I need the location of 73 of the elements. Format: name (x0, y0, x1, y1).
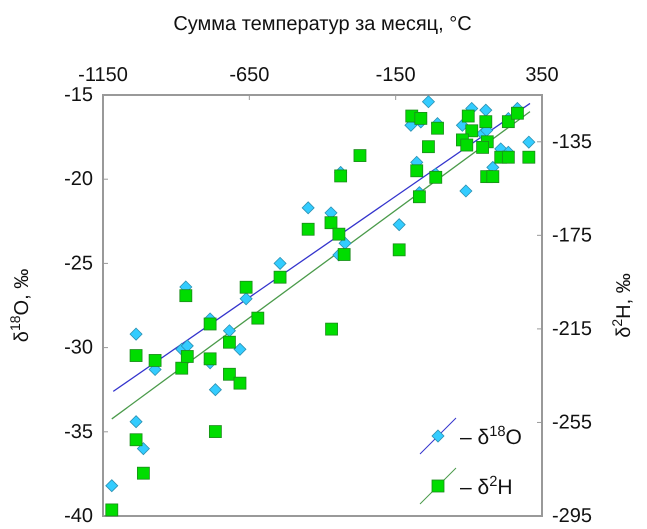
point (302, 222, 315, 236)
point (522, 136, 536, 149)
y-tick-label: -30 (64, 336, 93, 359)
point (431, 122, 444, 135)
point (324, 216, 338, 230)
point (223, 368, 236, 381)
point (502, 150, 515, 164)
point (130, 349, 142, 362)
point (234, 376, 246, 390)
point (208, 425, 222, 438)
point (511, 106, 524, 120)
point (429, 170, 442, 184)
point (148, 354, 162, 367)
point (180, 350, 194, 363)
point (412, 190, 426, 204)
point (223, 324, 236, 338)
point (204, 352, 217, 366)
point (422, 140, 435, 154)
x-axis-title: Сумма температур за месяц, °C (173, 13, 472, 35)
point (180, 340, 194, 352)
point (392, 218, 406, 232)
point (136, 466, 150, 480)
legend-label: – δ$^{18}$O (460, 424, 522, 449)
point (136, 442, 150, 456)
point (486, 170, 500, 184)
y2-tick-label: -135 (552, 130, 592, 153)
y-tick-label: -15 (64, 84, 93, 106)
y2-tick-label: -255 (552, 411, 592, 434)
point (130, 415, 142, 428)
point (422, 95, 435, 108)
point (274, 257, 286, 270)
point (105, 504, 118, 516)
point (175, 362, 188, 375)
point (479, 104, 492, 117)
x-tick-label: -1150 (78, 64, 128, 86)
x-tick-label: -650 (229, 64, 270, 86)
point (332, 228, 346, 241)
point (130, 328, 142, 341)
y-tick-label: -20 (64, 168, 93, 190)
point (462, 110, 475, 122)
point (179, 289, 192, 302)
point (240, 280, 253, 294)
point (204, 318, 217, 330)
point (302, 201, 315, 214)
point (354, 149, 366, 162)
x-tick-label: -150 (376, 64, 416, 86)
point (325, 322, 338, 336)
point (522, 150, 536, 164)
point (479, 115, 492, 128)
point (240, 292, 253, 306)
point (410, 164, 424, 178)
point (208, 383, 222, 396)
legend-label: – δ$^{2}$H (460, 474, 513, 499)
point (105, 479, 118, 492)
point (251, 312, 264, 325)
y-tick-label: -25 (64, 252, 93, 274)
point (476, 140, 489, 154)
y2-tick-label: -175 (552, 224, 592, 246)
point (392, 243, 406, 256)
y-tick-label: -40 (64, 505, 93, 527)
y2-tick-label: -215 (552, 318, 592, 340)
point (130, 433, 142, 446)
point (414, 112, 428, 125)
point (338, 248, 351, 261)
point (274, 270, 286, 284)
point (234, 342, 246, 356)
x-tick-label: 350 (525, 64, 559, 86)
point (223, 336, 236, 349)
point (460, 138, 474, 152)
y-tick-label: -35 (64, 420, 93, 443)
point (334, 170, 348, 182)
point (460, 184, 472, 198)
y2-tick-label: -295 (552, 505, 592, 527)
